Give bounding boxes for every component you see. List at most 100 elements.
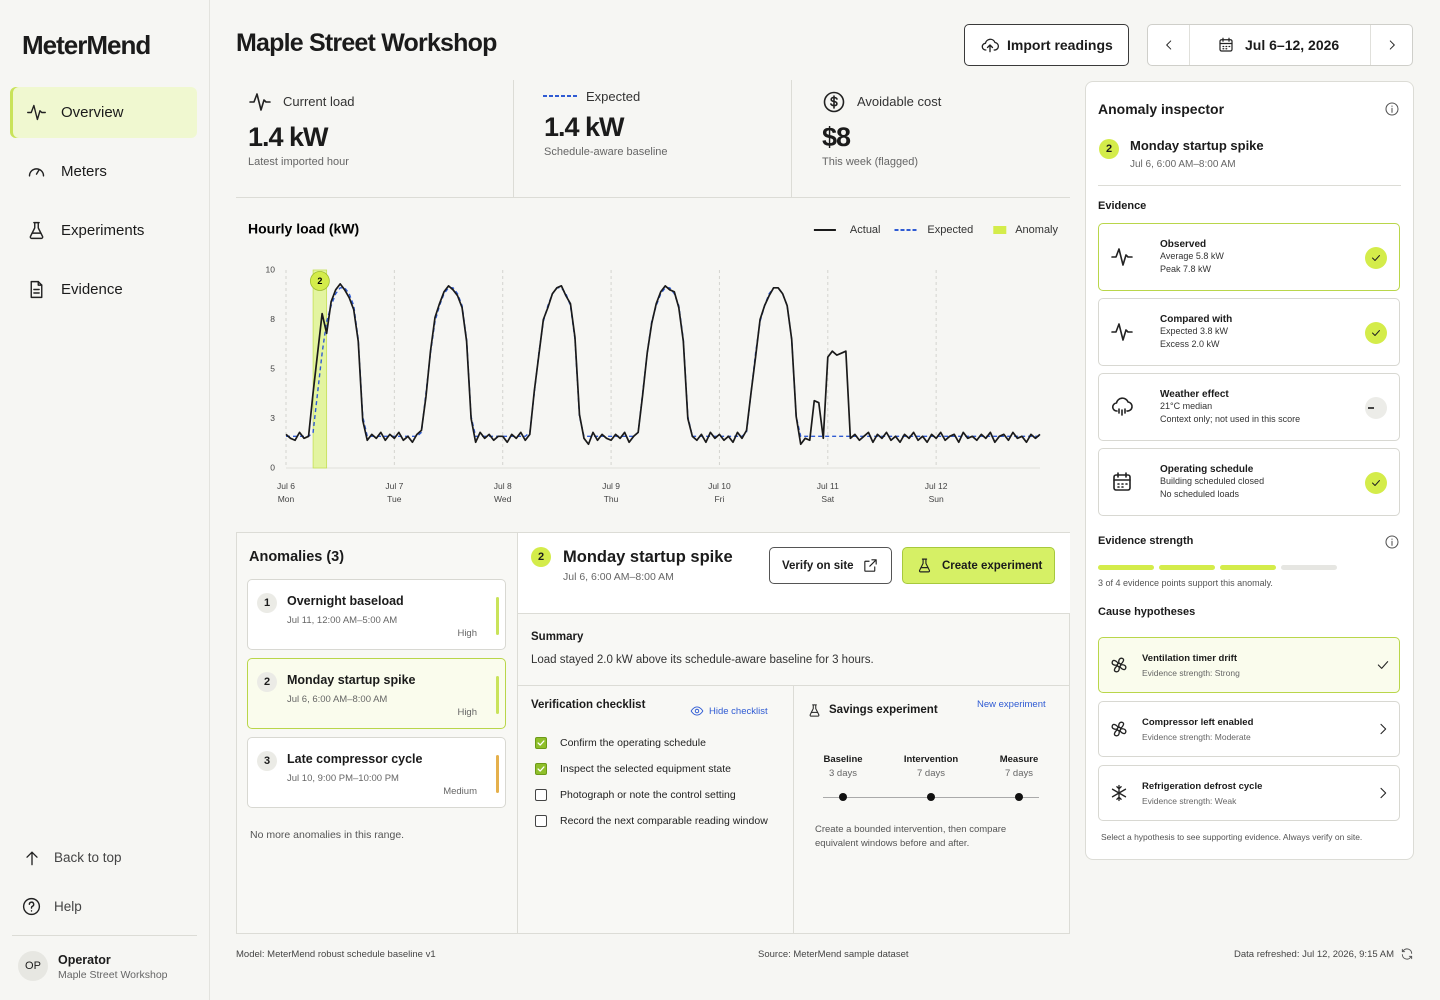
icon [918, 558, 931, 573]
icon [1380, 787, 1387, 799]
kpi-note: Schedule-aware baseline [544, 146, 668, 158]
hypothesis-card[interactable]: Compressor left enabled Evidence strength… [1098, 701, 1400, 757]
create-experiment-button[interactable]: Create experiment [902, 547, 1055, 584]
checklist-item: Photograph or note the control setting [560, 789, 736, 801]
nav-item[interactable]: Meters [10, 146, 197, 197]
icon [29, 221, 44, 240]
verify-button[interactable]: Verify on site [769, 547, 892, 584]
icon-part [249, 93, 271, 111]
strength-segment [1281, 565, 1337, 570]
x-tick-label: Jul 9 [602, 481, 620, 491]
nav-item[interactable]: Evidence [10, 264, 197, 315]
anomalies-title: Anomalies (3) [249, 549, 345, 565]
anomaly-card[interactable]: 3 Late compressor cycle Jul 10, 9:00 PM–10… [247, 737, 506, 808]
strength-segment [1098, 565, 1154, 570]
icon-part [29, 221, 44, 240]
icon [30, 280, 43, 299]
anomaly-title: Monday startup spike [287, 673, 416, 687]
icon [1111, 323, 1133, 341]
anomaly-severity: High [457, 707, 477, 718]
anomaly-time: Jul 11, 12:00 AM–5:00 AM [287, 615, 398, 626]
anomaly-card[interactable]: 2 Monday startup spike Jul 6, 6:00 AM–8:00… [247, 658, 506, 729]
phase-duration: 7 days [1005, 768, 1033, 779]
phase-dot [839, 793, 847, 801]
anomalies-footer: No more anomalies in this range. [250, 829, 405, 841]
back-to-top[interactable]: Back to top [20, 846, 170, 870]
icon-part [1380, 723, 1387, 735]
import-button[interactable]: Import readings [964, 24, 1129, 66]
new-experiment-link[interactable]: New experiment [977, 699, 1046, 710]
x-tick-sublabel: Sat [821, 494, 834, 504]
hypothesis-name: Compressor left enabled [1142, 717, 1254, 728]
checkbox[interactable] [535, 763, 547, 775]
kpi-value: 1.4 kW [248, 122, 329, 152]
nav-label: Evidence [61, 281, 123, 298]
evidence-status [1365, 247, 1387, 269]
hide-checklist[interactable]: Hide checklist [690, 704, 775, 719]
icon-part [918, 558, 931, 573]
hypothesis-card[interactable]: Ventilation timer drift Evidence strength… [1098, 637, 1400, 693]
icon-part [35, 169, 40, 175]
inspector-anomaly: Monday startup spike [1130, 138, 1264, 153]
y-tick-label: 3 [270, 413, 275, 423]
icon [1401, 948, 1413, 960]
icon-part [1219, 37, 1233, 50]
evidence-line: Average 5.8 kW [1160, 251, 1224, 261]
icon-part [1111, 784, 1127, 802]
kpi-value: $8 [822, 122, 851, 152]
series-line [285, 283, 1041, 446]
icon [981, 38, 999, 53]
dash [1368, 407, 1374, 409]
checkbox[interactable] [535, 737, 547, 749]
kpi-value: 1.4 kW [544, 112, 625, 142]
icon-part [864, 559, 877, 572]
kpi-label: Expected [586, 89, 641, 104]
chart-title: Hourly load (kW) [248, 221, 359, 237]
user-site: Maple Street Workshop [58, 969, 168, 981]
detail-time: Jul 6, 6:00 AM–8:00 AM [563, 571, 674, 583]
checkbox[interactable] [535, 815, 547, 827]
icon [1111, 784, 1127, 802]
icon [1372, 480, 1380, 486]
icon-part [1111, 323, 1133, 341]
icon-part [1111, 397, 1133, 412]
hypothesis-strength: Evidence strength: Weak [1142, 796, 1237, 806]
expected-swatch [543, 95, 577, 97]
icon-part [1377, 661, 1389, 669]
divider [518, 685, 1070, 686]
x-tick-label: Jul 12 [925, 481, 948, 491]
kpi-row: Current load 1.4 kW Latest imported hour… [236, 80, 1070, 198]
phase-dot [1015, 793, 1023, 801]
footer-source: Source: MeterMend sample dataset [758, 949, 909, 960]
nav-item[interactable]: Overview [10, 87, 197, 138]
divider [1098, 185, 1401, 186]
hypothesis-card[interactable]: Refrigeration defrost cycle Evidence stre… [1098, 765, 1400, 821]
icon-part [1372, 330, 1380, 336]
back-to-top-label: Back to top [54, 850, 122, 865]
checklist-item: Inspect the selected equipment state [560, 763, 732, 775]
icon-part [28, 168, 45, 177]
strength-note: 3 of 4 evidence points support this anom… [1098, 578, 1273, 588]
x-tick-label: Jul 7 [385, 481, 403, 491]
icon-part [27, 104, 46, 121]
icon-part [33, 280, 43, 294]
create-experiment-label: Create experiment [942, 560, 1043, 572]
legend-label: Expected [927, 224, 973, 236]
divider [513, 80, 514, 197]
help-link[interactable]: Help [20, 895, 170, 919]
anomaly-card[interactable]: 1 Overnight baseload Jul 11, 12:00 AM–5:00… [247, 579, 506, 650]
phase-name: Intervention [903, 754, 959, 765]
evidence-line: Context only; not used in this score [1160, 414, 1301, 424]
checkbox[interactable] [535, 789, 547, 801]
x-tick-label: Jul 8 [494, 481, 512, 491]
detail-title: Monday startup spike [563, 548, 733, 566]
evidence-status [1365, 322, 1387, 344]
prev-button[interactable] [1148, 25, 1190, 65]
icon-part [1401, 948, 1413, 960]
footer-refreshed: Data refreshed: Jul 12, 2026, 9:15 AM [1233, 949, 1394, 960]
icon [1385, 102, 1399, 116]
next-button[interactable] [1370, 25, 1412, 65]
nav-item[interactable]: Experiments [10, 205, 197, 256]
experiment-note: Create a bounded intervention, then comp… [815, 824, 1007, 849]
